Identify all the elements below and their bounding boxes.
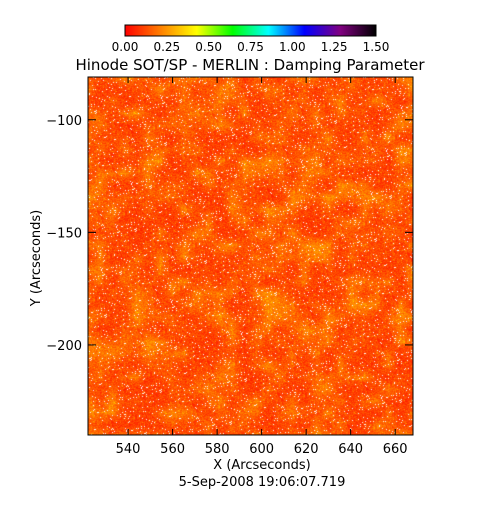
x-tick-label: 620	[294, 442, 319, 457]
x-axis: 540 560 580 600 620 640 660	[116, 77, 408, 457]
colorbar-tick-label: 1.50	[363, 40, 390, 54]
colorbar-tick-label: 0.25	[153, 40, 180, 54]
chart-title: Hinode SOT/SP - MERLIN : Damping Paramet…	[75, 56, 425, 74]
x-tick-label: 600	[249, 442, 274, 457]
colorbar-tick-labels: 0.00 0.25 0.50 0.75 1.00 1.25 1.50	[112, 40, 390, 54]
y-tick-label: −100	[46, 114, 82, 129]
y-tick-label: −200	[46, 339, 82, 354]
observation-timestamp: 5-Sep-2008 19:06:07.719	[179, 475, 346, 490]
y-tick-label: −150	[46, 226, 82, 241]
damping-parameter-map	[88, 77, 413, 435]
colorbar-tick-label: 1.00	[279, 40, 306, 54]
colorbar-tick-label: 0.50	[195, 40, 222, 54]
colorbar-tick-label: 0.75	[237, 40, 264, 54]
x-tick-label: 540	[116, 442, 141, 457]
colorbar-tick-label: 1.25	[321, 40, 348, 54]
x-tick-label: 580	[205, 442, 230, 457]
y-axis: −100 −150 −200	[46, 114, 413, 354]
colorbar-tick-label: 0.00	[112, 40, 139, 54]
x-tick-label: 560	[160, 442, 185, 457]
plot-area	[87, 76, 414, 436]
x-tick-label: 660	[383, 442, 408, 457]
x-tick-label: 640	[338, 442, 363, 457]
colorbar	[124, 24, 377, 37]
x-axis-label: X (Arcseconds)	[213, 458, 310, 473]
y-axis-label: Y (Arcseconds)	[29, 210, 44, 307]
plot-frame	[87, 76, 414, 436]
